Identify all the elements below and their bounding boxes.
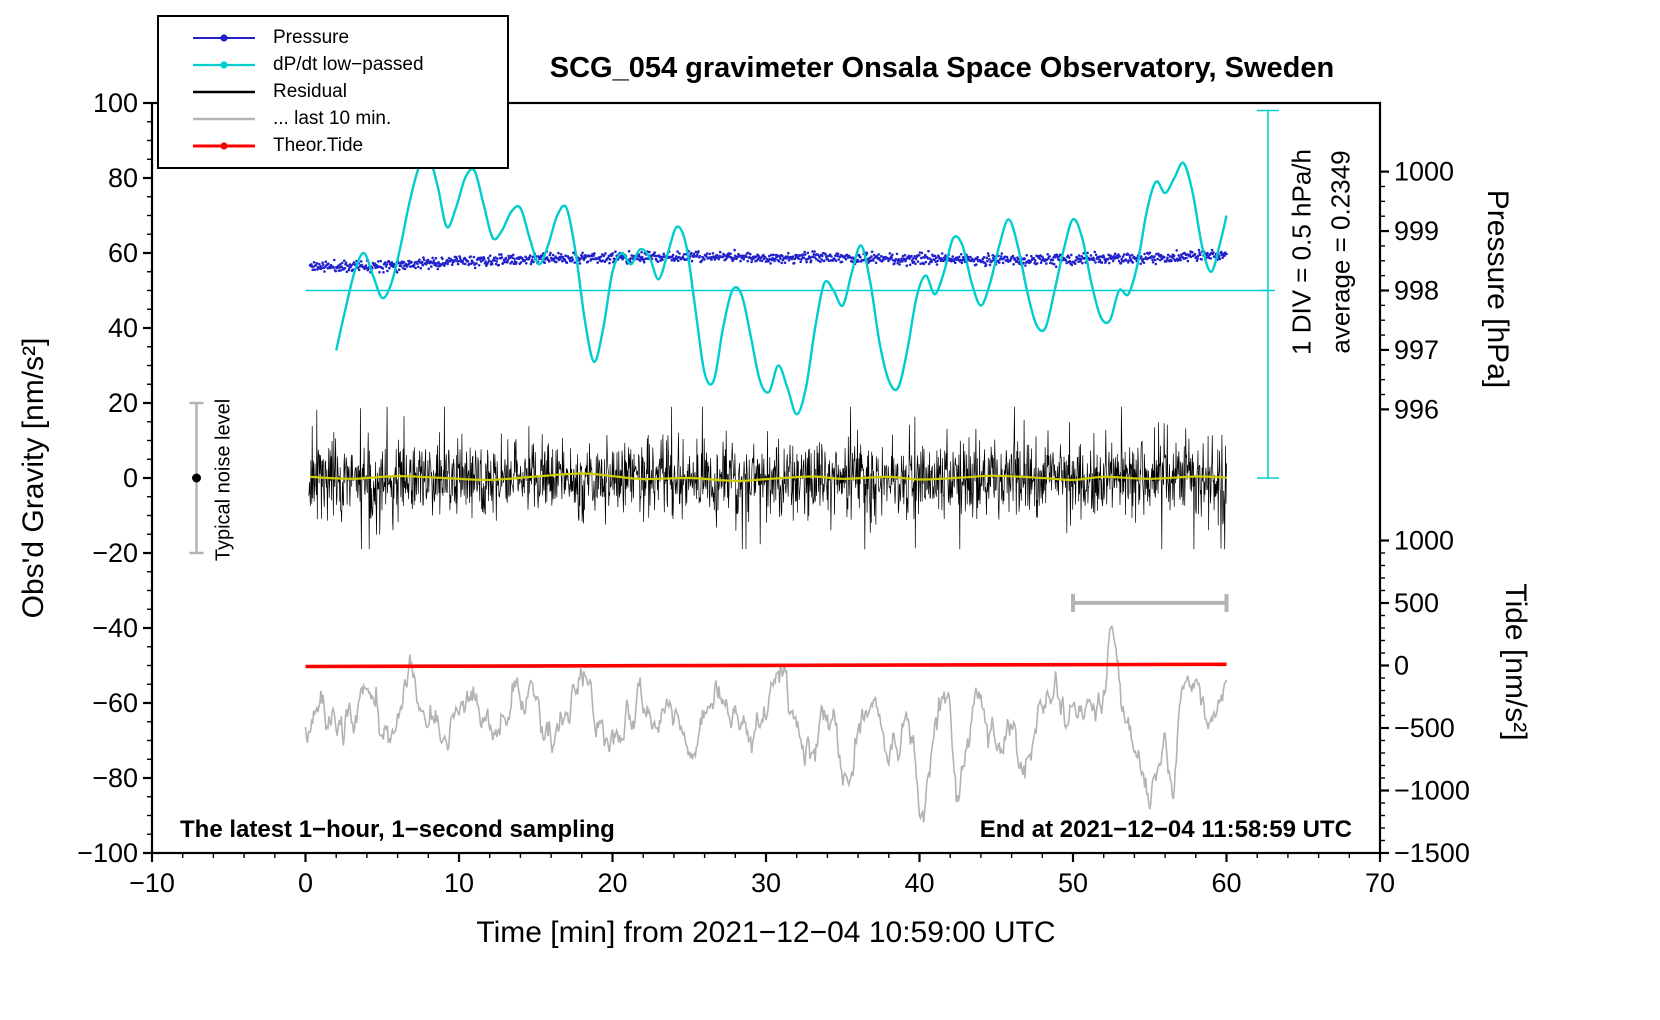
gravity-tick-label: −100 <box>77 838 138 868</box>
x-tick-label: 50 <box>1058 868 1088 898</box>
end-time-note: End at 2021−12−04 11:58:59 UTC <box>979 816 1352 843</box>
sampling-note: The latest 1−hour, 1−second sampling <box>180 816 615 843</box>
x-tick-label: 10 <box>444 868 474 898</box>
gravity-axis-label: Obs'd Gravity [nm/s²] <box>17 337 50 619</box>
x-axis-label: Time [min] from 2021−12−04 10:59:00 UTC <box>476 916 1056 949</box>
minor-ticks <box>147 121 1385 858</box>
tick-labels: −10 0 10 20 30 40 50 60 70−100−80−60−40−20020406… <box>77 88 1470 898</box>
legend-swatch <box>193 117 255 120</box>
legend-swatch <box>193 90 255 93</box>
average-label: average = 0.2349 <box>1325 150 1356 354</box>
legend-item-1: dP/dt low−passed <box>159 51 507 78</box>
div-scale-label: 1 DIV = 0.5 hPa/h <box>1286 149 1317 355</box>
x-tick-label: 0 <box>298 868 313 898</box>
legend-item-0: Pressure <box>159 24 507 51</box>
dpdt-scale <box>305 109 1279 479</box>
major-ticks <box>143 101 1389 862</box>
x-tick-label: 60 <box>1211 868 1241 898</box>
tide-tick-label: 0 <box>1394 651 1409 681</box>
pressure-tick-label: 999 <box>1394 216 1439 246</box>
legend-item-2: Residual <box>159 78 507 105</box>
pressure-tick-label: 997 <box>1394 335 1439 365</box>
gravity-tick-label: −60 <box>92 688 138 718</box>
legend-swatch <box>193 141 255 150</box>
x-tick-label: 30 <box>751 868 781 898</box>
duration-bar <box>1071 593 1229 612</box>
x-tick-label: −10 <box>129 868 175 898</box>
typical-noise-label: Typical noise level <box>212 398 235 562</box>
legend-swatch <box>193 33 255 42</box>
series-theor-tide <box>305 662 1227 669</box>
x-tick-label: 20 <box>597 868 627 898</box>
noise-level-dot <box>192 473 202 483</box>
gravity-tick-label: 100 <box>93 88 138 118</box>
pressure-axis-label: Pressure [hPa] <box>1481 189 1514 389</box>
pressure-tick-label: 998 <box>1394 276 1439 306</box>
tide-tick-label: −1500 <box>1394 838 1470 868</box>
series-pressure <box>308 248 1228 274</box>
tide-tick-label: −500 <box>1394 713 1455 743</box>
gravity-tick-label: 40 <box>108 313 138 343</box>
legend-item-label: ... last 10 min. <box>273 107 392 129</box>
x-tick-label: 40 <box>904 868 934 898</box>
series-last-10-min <box>304 624 1228 823</box>
gravity-tick-label: −40 <box>92 613 138 643</box>
tide-tick-label: 1000 <box>1394 526 1454 556</box>
chart-title: SCG_054 gravimeter Onsala Space Observat… <box>549 52 1335 84</box>
series-dpdt-lowpassed <box>335 153 1228 416</box>
tide-tick-label: −1000 <box>1394 775 1470 805</box>
gravity-tick-label: −20 <box>92 538 138 568</box>
gravity-tick-label: 0 <box>123 463 138 493</box>
gravity-tick-label: 60 <box>108 238 138 268</box>
tide-tick-label: 500 <box>1394 588 1439 618</box>
pressure-tick-label: 996 <box>1394 394 1439 424</box>
legend-item-label: Residual <box>273 80 347 102</box>
tide-axis-label: Tide [nm/s²] <box>1499 583 1532 741</box>
series-residual <box>308 406 1227 550</box>
gravity-tick-label: −80 <box>92 763 138 793</box>
series-residual-lowpassed <box>310 472 1227 483</box>
gravity-tick-label: 20 <box>108 388 138 418</box>
x-tick-label: 70 <box>1365 868 1395 898</box>
legend-item-3: ... last 10 min. <box>159 105 507 132</box>
legend-item-4: Theor.Tide <box>159 132 507 159</box>
legend-item-label: Pressure <box>273 26 350 48</box>
legend-swatch <box>193 60 255 69</box>
legend: Pressure dP/dt low−passed Residual ... last… <box>157 15 509 169</box>
gravity-tick-label: 80 <box>108 163 138 193</box>
legend-item-label: dP/dt low−passed <box>273 53 424 75</box>
pressure-tick-label: 1000 <box>1394 157 1454 187</box>
legend-item-label: Theor.Tide <box>273 134 364 156</box>
